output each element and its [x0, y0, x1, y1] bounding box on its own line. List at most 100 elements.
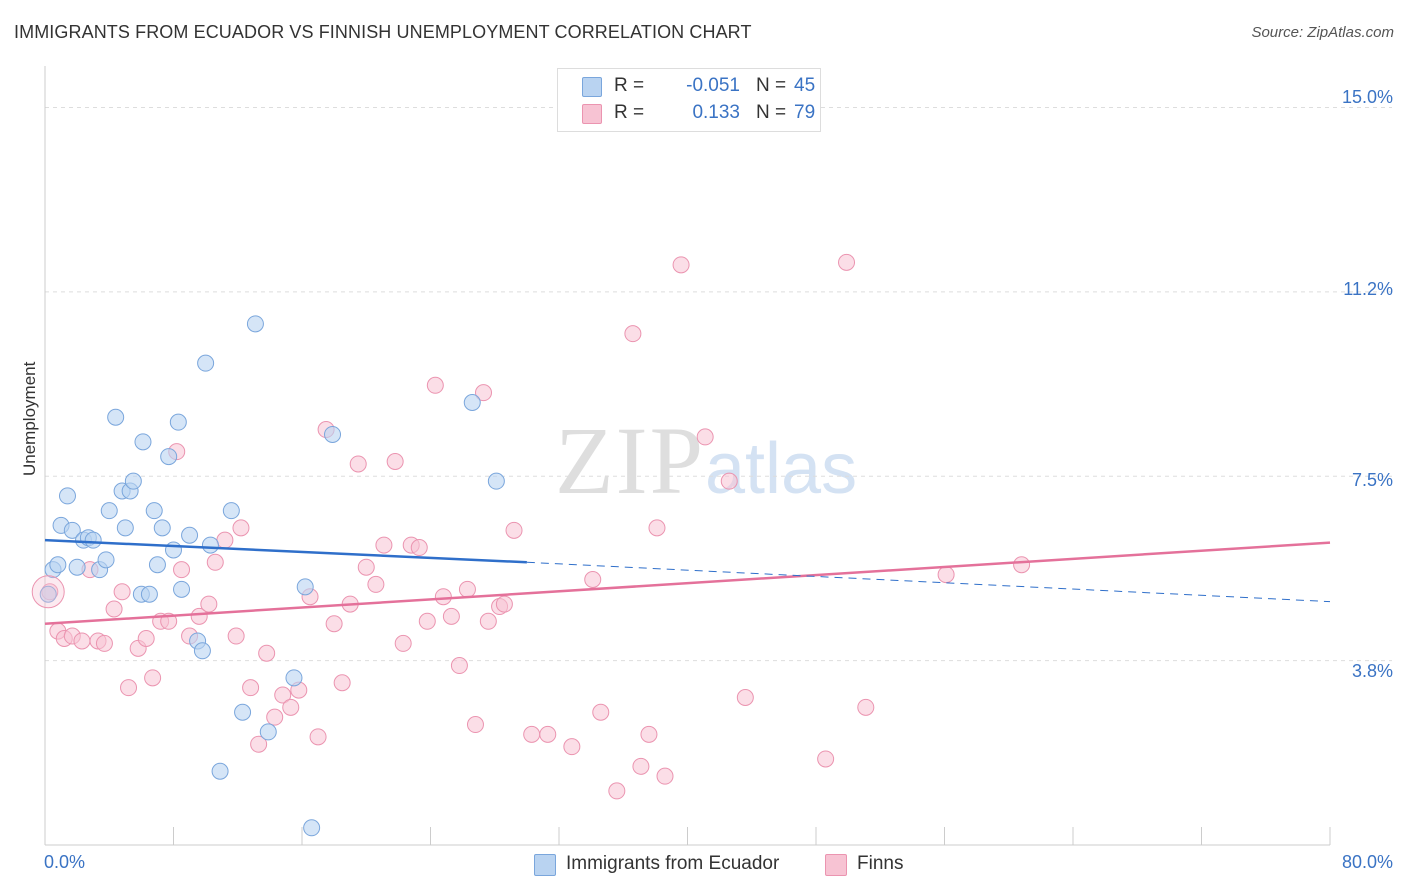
ecuador-point	[100, 502, 118, 520]
legend-label-ecuador: Immigrants from Ecuador	[566, 853, 780, 874]
x-tick-label-min: 0.0%	[44, 852, 86, 872]
finns-point	[838, 253, 856, 271]
ecuador-point	[124, 472, 142, 490]
finns-point	[505, 521, 523, 539]
finns-point	[817, 750, 835, 768]
finns-point	[458, 580, 476, 598]
finns-point	[227, 627, 245, 645]
watermark-atlas: atlas	[705, 429, 858, 509]
ecuador-point	[169, 413, 187, 431]
finns-point	[137, 630, 155, 647]
finns-point	[375, 536, 393, 554]
ecuador-point	[58, 487, 76, 505]
n-label: N =	[756, 75, 787, 96]
finns-point	[216, 531, 234, 549]
ecuador-trend-line	[44, 538, 527, 564]
finns-point	[608, 782, 626, 800]
ecuador-point	[39, 585, 57, 603]
finns-point	[418, 612, 436, 630]
x-tick-label-max: 80.0%	[1341, 852, 1393, 872]
ecuador-point	[324, 425, 342, 443]
pink-swatch-icon	[582, 104, 602, 124]
series-legend: Immigrants from Ecuador Finns	[0, 852, 1406, 878]
ecuador-point	[463, 394, 481, 411]
watermark: ZIPatlas	[555, 405, 857, 516]
finns-point	[232, 519, 250, 537]
finns-point	[648, 519, 666, 537]
finns-point	[258, 644, 276, 662]
finns-point	[1013, 556, 1031, 574]
ecuador-point	[134, 433, 152, 451]
finns-point	[95, 634, 113, 652]
ecuador-point	[296, 578, 314, 596]
finns-point	[333, 674, 351, 692]
r-value: -0.051	[686, 75, 740, 96]
finns-point	[475, 384, 493, 402]
finns-point	[266, 708, 284, 726]
y-tick-label: 3.8%	[1351, 661, 1393, 681]
finns-point	[105, 600, 123, 618]
finns-point	[523, 725, 541, 743]
finns-point	[309, 728, 327, 746]
finns-point	[325, 615, 343, 633]
finns-point	[592, 703, 610, 721]
finns-point	[696, 428, 714, 446]
ecuador-point	[193, 642, 211, 660]
finns-point	[450, 657, 468, 675]
finns-point	[466, 716, 484, 734]
finns-point	[386, 453, 404, 470]
finns-point	[720, 472, 738, 490]
ecuador-point	[201, 536, 219, 554]
finns-point	[200, 595, 218, 613]
ecuador-point	[246, 315, 264, 333]
blue-swatch-icon	[582, 77, 602, 97]
ecuador-point	[234, 703, 252, 721]
ecuador-point	[173, 580, 191, 598]
finns-point	[442, 607, 460, 625]
finns-point	[357, 558, 375, 576]
finns-trend-line	[44, 541, 1331, 625]
ecuador-point	[285, 669, 303, 687]
finns-point	[120, 679, 138, 697]
finns-point	[173, 561, 191, 579]
finns-point	[632, 757, 650, 775]
chart-title: IMMIGRANTS FROM ECUADOR VS FINNISH UNEMP…	[14, 22, 752, 42]
watermark-zip: ZIP	[555, 407, 705, 514]
finns-point	[656, 767, 674, 785]
n-value: 79	[794, 102, 816, 123]
finns-point	[563, 738, 581, 756]
finns-point	[367, 575, 385, 593]
finns-point	[282, 698, 300, 716]
finns-point	[584, 571, 602, 588]
r-value: 0.133	[692, 102, 740, 123]
ecuador-point	[165, 541, 182, 559]
ecuador-point	[107, 408, 125, 426]
finns-point	[274, 686, 292, 704]
pink-swatch-icon	[825, 854, 847, 876]
ecuador-point	[222, 502, 240, 520]
y-tick-label: 11.2%	[1343, 279, 1393, 299]
ecuador-point	[97, 551, 115, 569]
ecuador-point	[148, 556, 166, 574]
ecuador-point	[145, 502, 163, 520]
finns-point	[624, 325, 642, 343]
stats-legend: R = -0.051 N = 45 R = 0.133 N = 79	[557, 68, 821, 132]
finns-point	[495, 595, 513, 613]
ecuador-point	[153, 519, 171, 537]
blue-swatch-icon	[534, 854, 556, 876]
ecuador-point	[63, 521, 81, 539]
ecuador-point	[303, 819, 321, 837]
ecuador-point	[84, 531, 102, 549]
finns-point	[394, 634, 412, 652]
finns-point	[73, 632, 91, 650]
r-label: R =	[614, 75, 645, 96]
finns-point-large	[31, 575, 65, 609]
finns-point	[206, 553, 224, 571]
ecuador-point	[181, 526, 199, 544]
finns-point	[426, 376, 444, 394]
finns-point	[736, 689, 754, 706]
finns-point	[539, 725, 557, 743]
ecuador-point	[49, 556, 67, 574]
finns-point	[640, 725, 658, 743]
